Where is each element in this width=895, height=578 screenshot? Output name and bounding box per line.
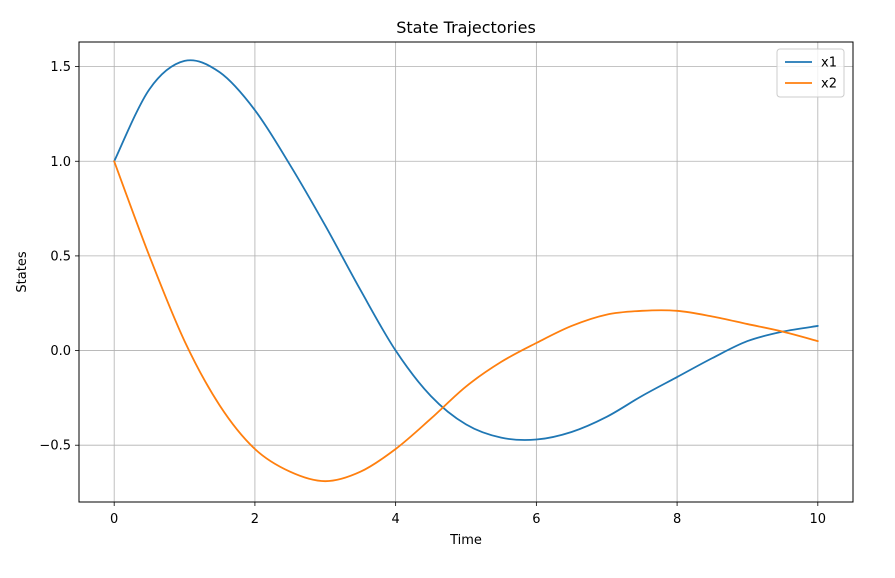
plot-area: [79, 42, 853, 502]
grid: [79, 42, 853, 502]
x-tick-label: 8: [673, 512, 681, 527]
y-tick-label: 1.5: [50, 60, 71, 75]
series-line-x1: [113, 59, 819, 441]
x-tick-label: 4: [391, 512, 399, 527]
chart-title: State Trajectories: [396, 18, 536, 37]
x-tick-label: 0: [110, 512, 118, 527]
legend-label-x1: x1: [821, 56, 837, 71]
y-tick-label: −0.5: [39, 439, 71, 454]
series-line-x2: [113, 160, 819, 483]
series-lines: [113, 59, 819, 483]
legend-box: [776, 48, 845, 98]
y-tick-label: 0.0: [50, 344, 71, 359]
x-tick-label: 10: [810, 512, 827, 527]
axes-frame: [78, 41, 854, 503]
y-tick-label: 1.0: [50, 155, 71, 170]
y-tick-label: 0.5: [50, 249, 71, 264]
legend-label-x2: x2: [821, 77, 837, 92]
axis-ticks: 0 2 4 6 8 10 −0.5 0.0 0.5 1.0 1.5: [39, 60, 826, 527]
x-tick-label: 2: [251, 512, 259, 527]
x-axis-title: Time: [449, 533, 482, 548]
y-axis-title: States: [15, 251, 30, 292]
x-tick-label: 6: [532, 512, 540, 527]
